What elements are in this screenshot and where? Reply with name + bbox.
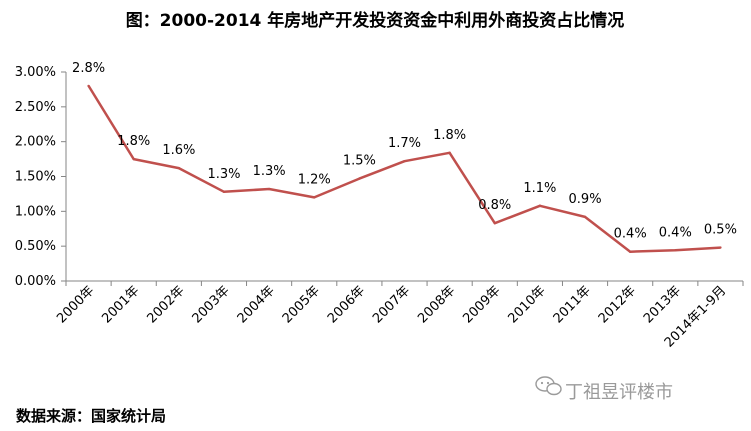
data-point xyxy=(132,157,135,161)
axes xyxy=(61,71,744,286)
data-label: 1.3% xyxy=(207,167,240,182)
data-label: 1.6% xyxy=(162,143,195,158)
data-label: 1.8% xyxy=(117,134,150,149)
y-tick-label: 0.50% xyxy=(15,239,56,254)
data-label: 1.3% xyxy=(253,164,286,179)
x-tick-label: 2010年 xyxy=(506,283,549,326)
watermark: 丁祖昱评楼市 xyxy=(535,376,673,403)
x-tick-label: 2001年 xyxy=(99,283,142,326)
data-point xyxy=(448,151,451,155)
y-tick-label: 0.00% xyxy=(15,274,56,289)
data-point xyxy=(583,215,587,219)
x-tick-label: 2009年 xyxy=(460,283,503,326)
data-label: 0.8% xyxy=(478,198,511,213)
data-label: 1.7% xyxy=(388,136,421,151)
y-tick-label: 3.00% xyxy=(15,65,56,80)
y-tick-label: 1.00% xyxy=(15,204,56,219)
data-point xyxy=(403,159,406,163)
data-label: 0.4% xyxy=(614,227,647,242)
x-tick-label: 2007年 xyxy=(370,283,413,326)
data-label: 0.9% xyxy=(569,192,602,207)
data-point xyxy=(538,204,542,207)
data-point xyxy=(87,84,90,88)
wechat-icon xyxy=(535,376,562,396)
data-point xyxy=(267,187,271,191)
data-label: 1.1% xyxy=(523,181,556,196)
chart-title: 图：2000-2014 年房地产开发投资资金中利用外商投资占比情况 xyxy=(126,10,625,31)
data-point xyxy=(177,166,181,170)
series-line-group xyxy=(87,84,722,253)
data-point xyxy=(313,196,316,199)
data-point xyxy=(628,250,632,253)
x-tick-label: 2004年 xyxy=(235,283,278,326)
x-tick-label: 2006年 xyxy=(325,283,368,326)
x-tick-label: 2012年 xyxy=(596,283,639,326)
data-labels: 2.8% 1.8% 1.6% 1.3% 1.3% 1.2% 1.5% 1.7% 1.8% 0.8%… xyxy=(72,61,737,242)
data-label: 2.8% xyxy=(72,61,105,76)
y-tick-labels: 0.00% 0.50% 1.00% 1.50% 2.00% 2.50% 3.00% xyxy=(15,65,56,289)
y-tick-label: 2.50% xyxy=(15,100,56,115)
data-point xyxy=(358,177,361,180)
x-tick-label: 2011年 xyxy=(551,283,594,326)
data-point xyxy=(222,190,226,194)
data-point xyxy=(493,221,496,225)
data-label: 1.2% xyxy=(298,172,331,187)
x-tick-label: 2008年 xyxy=(415,283,458,326)
x-tick-label: 2013年 xyxy=(641,283,684,326)
x-tick-label: 2000年 xyxy=(54,283,97,326)
x-tick-label: 2002年 xyxy=(144,283,187,326)
data-label: 0.4% xyxy=(659,225,692,240)
source-note: 数据来源：国家统计局 xyxy=(16,407,166,425)
x-tick-labels: 2000年 2001年 2002年 2003年 2004年 2005年 2006年 2007年… xyxy=(54,283,729,350)
data-label: 1.8% xyxy=(433,128,466,143)
watermark-text: 丁祖昱评楼市 xyxy=(565,382,673,403)
data-point xyxy=(674,249,677,252)
data-label: 0.5% xyxy=(704,223,737,238)
x-tick-label: 2003年 xyxy=(190,283,233,326)
data-label: 1.5% xyxy=(343,154,376,169)
y-tick-label: 2.00% xyxy=(15,135,56,150)
data-point xyxy=(719,246,722,249)
x-tick-label: 2005年 xyxy=(280,283,323,326)
y-tick-label: 1.50% xyxy=(15,170,56,185)
